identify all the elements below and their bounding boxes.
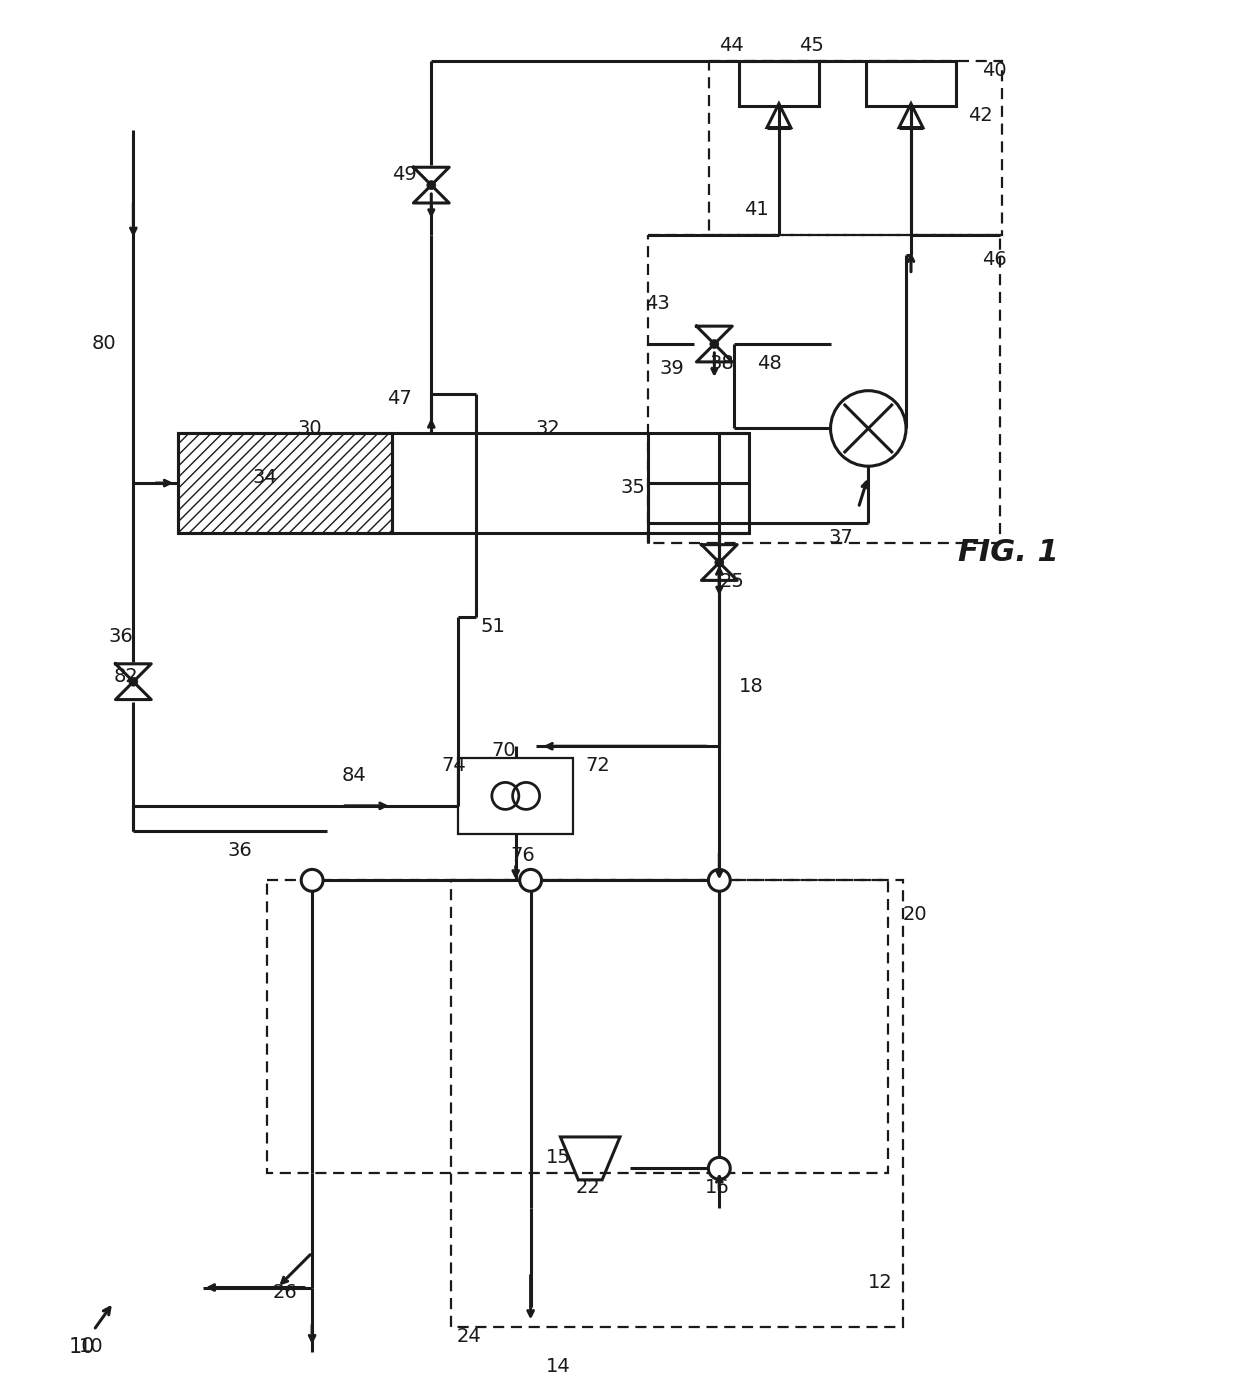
Text: 24: 24 (456, 1327, 481, 1346)
Circle shape (714, 558, 724, 568)
Text: 70: 70 (491, 742, 516, 761)
Text: 10: 10 (68, 1337, 95, 1358)
Text: 41: 41 (744, 200, 769, 220)
Text: 18: 18 (739, 677, 764, 696)
Text: 82: 82 (114, 667, 138, 686)
Text: 30: 30 (298, 418, 322, 438)
Text: 44: 44 (719, 36, 744, 55)
Text: 14: 14 (546, 1358, 570, 1375)
Text: 36: 36 (228, 841, 253, 859)
Text: 26: 26 (273, 1283, 298, 1301)
Text: 49: 49 (392, 166, 417, 184)
Text: 10: 10 (78, 1337, 103, 1356)
Circle shape (708, 1157, 730, 1179)
Text: 36: 36 (109, 627, 133, 646)
Text: 16: 16 (704, 1178, 729, 1197)
Bar (867, 61, 956, 106)
Text: 45: 45 (799, 36, 823, 55)
Text: 72: 72 (585, 757, 610, 775)
Text: 22: 22 (575, 1178, 600, 1197)
Bar (709, 61, 1002, 235)
Circle shape (427, 181, 435, 189)
Bar (739, 61, 818, 106)
Text: 84: 84 (342, 766, 367, 786)
Text: 74: 74 (441, 757, 466, 775)
Text: 38: 38 (709, 354, 734, 373)
Text: 20: 20 (903, 905, 928, 924)
Text: 25: 25 (719, 573, 744, 591)
Text: 80: 80 (92, 334, 117, 354)
Text: 39: 39 (660, 359, 684, 378)
Text: 37: 37 (828, 528, 853, 547)
Text: 40: 40 (982, 61, 1007, 80)
Text: 47: 47 (387, 388, 412, 407)
Bar (458, 758, 573, 834)
Bar (179, 434, 392, 533)
Bar (451, 880, 903, 1327)
Text: FIG. 1: FIG. 1 (957, 537, 1059, 566)
Text: 12: 12 (868, 1273, 893, 1291)
Bar (179, 434, 749, 533)
Circle shape (708, 870, 730, 891)
Circle shape (129, 677, 138, 686)
Circle shape (301, 870, 324, 891)
Bar (268, 880, 888, 1174)
Text: 46: 46 (982, 250, 1007, 269)
Text: 76: 76 (511, 845, 536, 865)
Text: 35: 35 (620, 478, 645, 497)
Text: 42: 42 (967, 106, 992, 124)
Circle shape (520, 870, 542, 891)
Text: 48: 48 (758, 354, 781, 373)
Text: 34: 34 (253, 468, 278, 487)
Text: 15: 15 (546, 1149, 570, 1167)
Text: 51: 51 (481, 617, 506, 637)
Text: 32: 32 (536, 418, 560, 438)
Bar (647, 235, 1001, 543)
Circle shape (709, 340, 719, 348)
Text: 43: 43 (645, 294, 670, 313)
